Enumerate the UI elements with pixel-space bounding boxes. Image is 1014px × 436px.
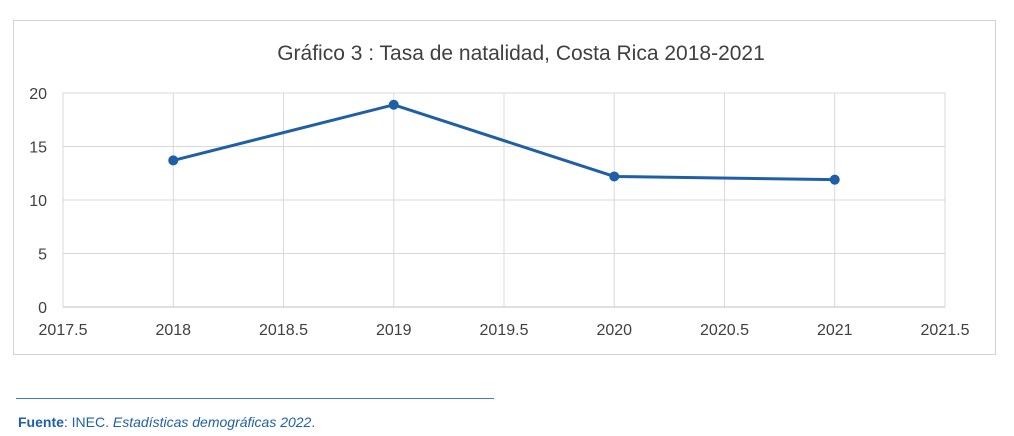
y-tick-label: 20 (29, 86, 47, 103)
x-tick-label: 2018 (155, 322, 191, 339)
data-points (168, 99, 840, 185)
y-tick-label: 0 (38, 300, 47, 317)
x-tick-label: 2020.5 (700, 322, 749, 339)
y-tick-labels: 0 5 10 15 20 (29, 86, 47, 317)
y-tick-label: 15 (29, 140, 47, 157)
x-tick-label: 2017.5 (39, 322, 88, 339)
line-chart: Gráfico 3 : Tasa de natalidad, Costa Ric… (29, 42, 970, 339)
x-tick-label: 2019.5 (480, 322, 529, 339)
data-point (168, 155, 179, 166)
x-tick-label: 2019 (376, 322, 412, 339)
chart-title: Gráfico 3 : Tasa de natalidad, Costa Ric… (277, 42, 765, 65)
x-gridlines (62, 93, 946, 307)
source-separator: : (63, 414, 68, 430)
x-tick-label: 2021.5 (921, 322, 970, 339)
source-org: INEC. (67, 414, 113, 430)
source-divider (16, 398, 494, 399)
source-publication: Estadísticas demográficas 2022 (112, 414, 312, 430)
x-tick-label: 2018.5 (259, 322, 308, 339)
data-point (829, 174, 840, 185)
y-tick-label: 10 (29, 193, 47, 210)
data-point (609, 171, 620, 182)
source-label: Fuente (18, 414, 64, 430)
data-point (388, 99, 399, 110)
series-line (171, 103, 837, 182)
y-tick-label: 5 (38, 247, 47, 264)
x-tick-labels: 2017.5 2018 2018.5 2019 2019.5 2020 2020.5 2021… (39, 322, 970, 339)
chart-frame (13, 20, 996, 355)
source-end: . (311, 414, 316, 430)
source-note: Fuente: INEC. Estadísticas demográficas … (18, 414, 315, 430)
x-tick-label: 2021 (817, 322, 853, 339)
x-tick-label: 2020 (596, 322, 632, 339)
